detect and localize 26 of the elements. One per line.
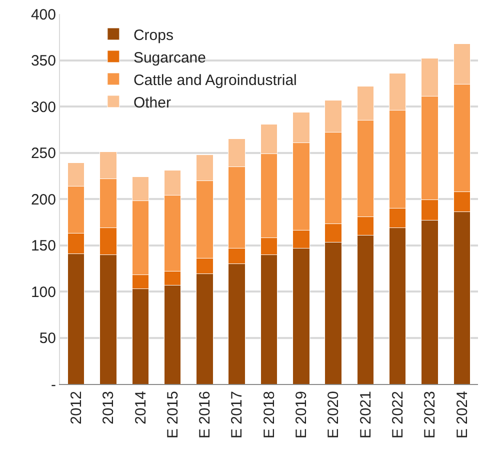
x-tick-label: E 2015 <box>164 391 182 439</box>
x-tick-label: E 2023 <box>422 391 439 439</box>
x-tick-label: 2012 <box>68 391 85 424</box>
x-tick-label: E 2020 <box>325 391 342 439</box>
y-tick-label: 350 <box>30 52 56 70</box>
x-tick-label: E 2019 <box>293 391 310 439</box>
y-tick-label: - <box>51 376 56 394</box>
x-tick-label: E 2024 <box>454 391 471 439</box>
legend-label: Other <box>133 94 171 112</box>
y-tick-label: 200 <box>30 191 56 208</box>
x-tick-label: E 2018 <box>260 391 278 439</box>
legend-label: Crops <box>133 26 174 44</box>
y-tick-label: 250 <box>30 145 56 162</box>
x-tick-label: E 2022 <box>389 391 406 439</box>
y-tick-label: 50 <box>39 330 56 347</box>
legend-label: Cattle and Agroindustrial <box>133 72 297 89</box>
y-tick-label: 150 <box>30 238 56 254</box>
x-tick-label: E 2017 <box>228 391 246 439</box>
y-tick-label: 400 <box>30 6 56 24</box>
y-tick-label: 300 <box>30 98 56 116</box>
legend-label: Sugarcane <box>133 49 206 66</box>
y-tick-label: 100 <box>30 284 56 301</box>
x-tick-label: 2013 <box>100 391 118 424</box>
x-tick-label: E 2016 <box>196 391 214 439</box>
x-tick-label: 2014 <box>132 391 150 424</box>
x-tick-label: E 2021 <box>357 391 374 439</box>
